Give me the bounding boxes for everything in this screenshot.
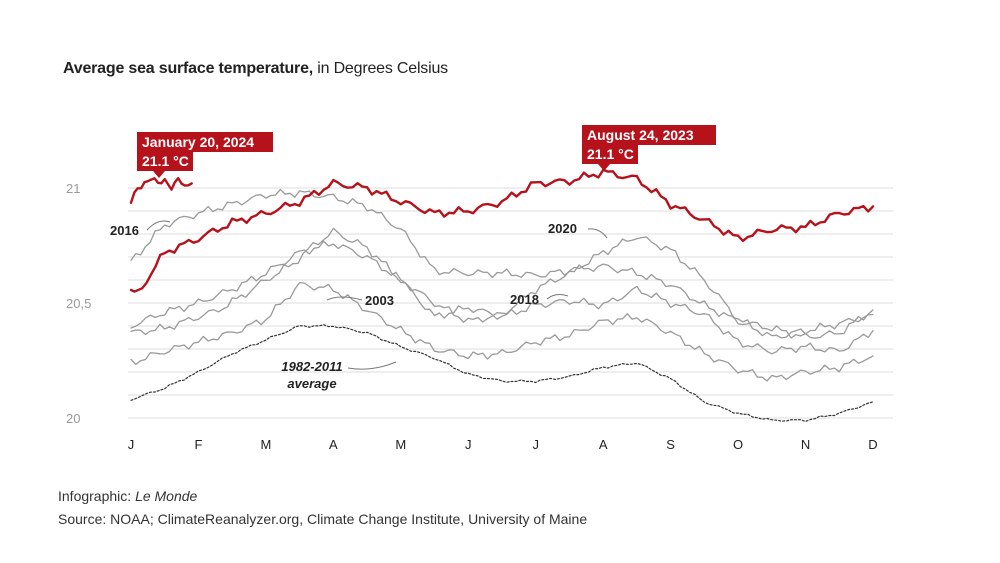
callout-box: [137, 132, 273, 152]
y-tick-label: 20,5: [66, 296, 91, 311]
series-line-2018: [130, 281, 874, 382]
y-tick-label: 20: [66, 411, 80, 426]
callout-date: January 20, 2024: [142, 134, 254, 150]
series-label: 2003: [365, 293, 394, 308]
callout-pointer: [153, 171, 165, 178]
y-tick-label: 21: [66, 181, 80, 196]
x-tick-label: S: [666, 437, 675, 452]
callout-value: 21.1 °C: [587, 146, 634, 162]
series-line-2023: [129, 168, 875, 293]
series-label: 2016: [110, 223, 139, 238]
x-tick-label: N: [801, 437, 810, 452]
callout-box: [137, 152, 193, 171]
record-callouts: January 20, 2024 21.1 °C August 24, 2023 21…: [137, 125, 716, 178]
label-leader: [146, 220, 171, 231]
series-label: 2018: [510, 292, 539, 307]
x-tick-label: J: [465, 437, 472, 452]
credit-outlet: Le Monde: [135, 488, 198, 504]
data-source: Source: NOAA; ClimateReanalyzer.org, Cli…: [58, 511, 588, 527]
series-lines: [129, 168, 875, 423]
x-tick-label: M: [395, 437, 406, 452]
callout-value: 21.1 °C: [142, 153, 189, 169]
series-line-2020: [130, 236, 874, 339]
x-tick-label: O: [733, 437, 743, 452]
callout-date: August 24, 2023: [587, 127, 694, 143]
label-leader: [546, 294, 569, 300]
x-tick-label: J: [532, 437, 539, 452]
y-axis-tick-labels: 20 20,5 21: [66, 181, 91, 426]
credit-prefix: Infographic:: [58, 488, 136, 504]
series-line-2024: [129, 176, 193, 205]
gridlines: [128, 187, 893, 419]
series-line-2003: [130, 227, 874, 355]
x-tick-label: A: [599, 437, 608, 452]
series-label: 1982-2011: [281, 359, 342, 374]
x-tick-label: F: [194, 437, 202, 452]
callout-box: [582, 145, 638, 164]
series-label: 2020: [548, 221, 577, 236]
label-leader: [326, 296, 363, 301]
x-tick-label: M: [260, 437, 271, 452]
chart-title: Average sea surface temperature, in Degr…: [63, 60, 448, 78]
callout-pointer: [598, 164, 610, 171]
x-tick-label: J: [128, 437, 135, 452]
label-leader: [347, 361, 397, 370]
label-leader: [587, 228, 608, 239]
infographic-credit: Infographic: Le Monde: [58, 488, 197, 504]
callout-box: [582, 125, 716, 145]
chart-title-units: in Degrees Celsius: [313, 60, 448, 77]
x-tick-label: A: [329, 437, 338, 452]
series-labels: 2003 2016 2018 2020 1982-2011 average: [110, 220, 608, 391]
series-label: average: [287, 376, 336, 391]
chart-title-bold: Average sea surface temperature,: [63, 60, 314, 77]
series-line-1982-2011-average: [130, 324, 874, 423]
x-tick-label: D: [868, 437, 877, 452]
